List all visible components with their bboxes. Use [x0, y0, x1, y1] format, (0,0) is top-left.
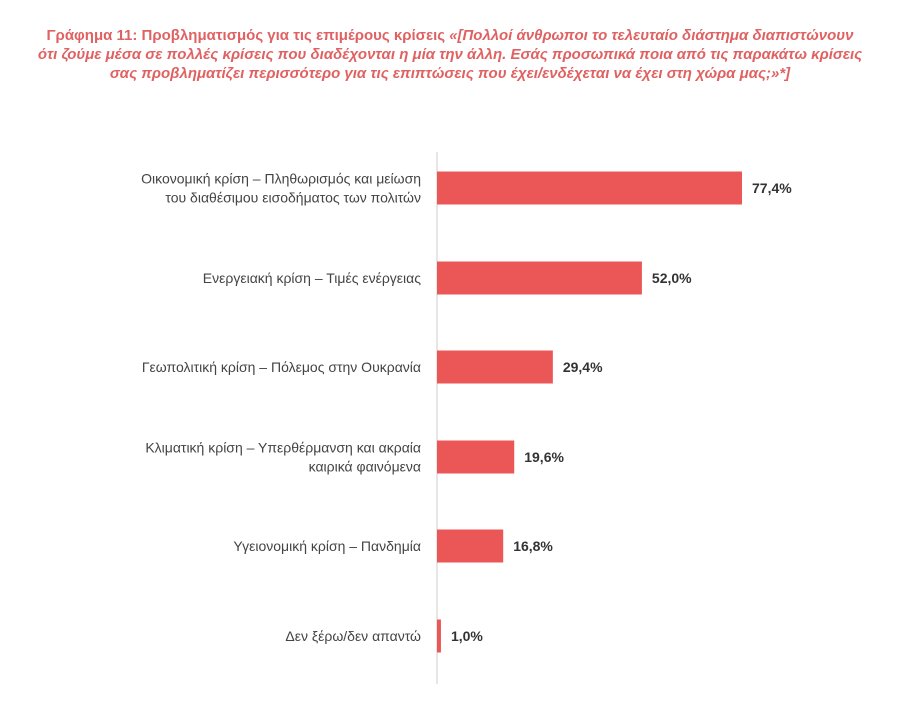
bar-4: [437, 529, 504, 563]
bar-0: [437, 171, 742, 205]
value-label-3: 19,6%: [524, 449, 564, 465]
category-label-1: Ενεργειακή κρίση – Τιμές ενέργειας: [203, 270, 421, 286]
category-label-3: Κλιματική κρίση – Υπερθέρμανση και ακραί…: [145, 440, 421, 475]
value-label-2: 29,4%: [563, 359, 603, 375]
bar-5: [437, 619, 441, 653]
category-label-4-line-0: Υγειονομική κρίση – Πανδημία: [233, 538, 421, 554]
value-label-0: 77,4%: [752, 180, 792, 196]
category-label-2: Γεωπολιτική κρίση – Πόλεμος στην Ουκρανί…: [142, 359, 421, 375]
category-label-5: Δεν ξέρω/δεν απαντώ: [285, 628, 421, 644]
chart-title-question: «[Πολλοί άνθρωποι το τελευταίο διάστημα …: [37, 27, 863, 82]
chart-title: Γράφημα 11: Προβληματισμός για τις επιμέ…: [35, 26, 865, 83]
category-label-3-line-1: καιρικά φαινόμενα: [309, 459, 421, 475]
bar-1: [437, 261, 642, 295]
category-label-5-line-0: Δεν ξέρω/δεν απαντώ: [285, 628, 421, 644]
value-label-4: 16,8%: [513, 538, 553, 554]
bar-2: [437, 350, 553, 384]
category-label-3-line-0: Κλιματική κρίση – Υπερθέρμανση και ακραί…: [145, 440, 421, 456]
category-label-0-line-1: του διαθέσιμου εισοδήματος των πολιτών: [165, 190, 421, 206]
bar-3: [437, 440, 515, 474]
value-label-5: 1,0%: [451, 628, 483, 644]
category-label-2-line-0: Γεωπολιτική κρίση – Πόλεμος στην Ουκρανί…: [142, 359, 421, 375]
value-label-1: 52,0%: [652, 270, 692, 286]
chart-title-lead: Γράφημα 11: Προβληματισμός για τις επιμέ…: [46, 27, 450, 44]
category-label-0-line-0: Οικονομική κρίση – Πληθωρισμός και μείωσ…: [141, 171, 421, 187]
category-label-0: Οικονομική κρίση – Πληθωρισμός και μείωσ…: [141, 171, 421, 206]
category-label-4: Υγειονομική κρίση – Πανδημία: [233, 538, 421, 554]
category-label-1-line-0: Ενεργειακή κρίση – Τιμές ενέργειας: [203, 270, 421, 286]
